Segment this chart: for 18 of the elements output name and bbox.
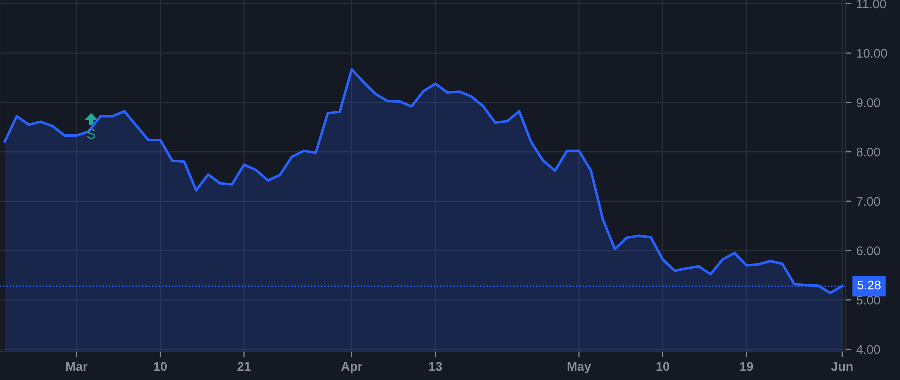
x-tick-label: Apr (341, 362, 363, 374)
y-tick-label: 10.00 (857, 49, 888, 58)
y-tick-label: 7.00 (857, 197, 880, 206)
y-tick-label: 6.00 (857, 246, 880, 256)
y-tick-label: 11.00 (857, 0, 886, 9)
x-tick-label: 21 (238, 362, 251, 371)
x-tick-label: May (568, 362, 592, 374)
ref-line-label: 5.28 (858, 280, 881, 290)
x-tick-label: 19 (740, 362, 754, 372)
x-tick-label: Jun (831, 362, 853, 372)
annotation: S (87, 129, 96, 140)
x-tick-label: 13 (430, 362, 442, 372)
y-tick-label: 9.00 (857, 98, 880, 108)
x-tick-label: 10 (656, 362, 670, 372)
x-tick-label: 10 (154, 362, 167, 372)
x-tick-label: Mar (66, 362, 88, 372)
y-tick-label: 8.00 (856, 148, 880, 157)
y-tick-label: 4.00 (856, 345, 880, 354)
